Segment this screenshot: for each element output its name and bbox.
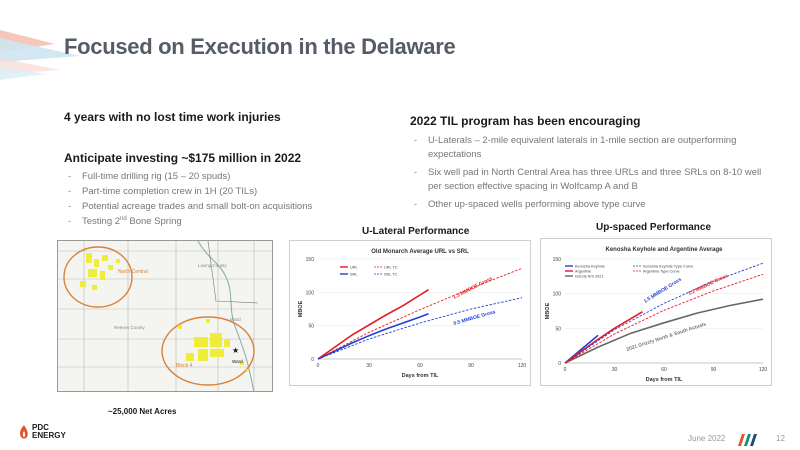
upspaced-chart-svg: Kenosha Keyhole and Argentine Average 0 50…	[545, 247, 768, 383]
bullet-item: Six well pad in North Central Area has t…	[410, 166, 770, 194]
logo-line1: PDC	[32, 423, 49, 432]
x-tick-label: 0	[317, 363, 320, 369]
page-number: 12	[776, 434, 785, 443]
decorative-streaks	[0, 30, 80, 80]
annotation-label: 1.3 MMBOE Gross	[452, 276, 494, 301]
til-heading: 2022 TIL program has been encouraging	[410, 114, 641, 128]
x-tick-label: 120	[759, 367, 768, 373]
y-tick-label: 150	[553, 257, 562, 263]
x-tick-label: 90	[711, 367, 717, 373]
bullet-item: Full-time drilling rig (15 – 20 spuds)	[64, 170, 394, 184]
y-tick-label: 50	[555, 326, 561, 332]
y-tick-label: 100	[553, 292, 562, 298]
x-tick-label: 60	[661, 367, 667, 373]
investment-bullets: Full-time drilling rig (15 – 20 spuds) P…	[64, 170, 394, 229]
x-axis-label: Days from TIL	[402, 373, 439, 379]
ulateral-section-title: U-Lateral Performance	[362, 226, 470, 237]
chart-title: Old Monarch Average URL vs SRL	[371, 249, 469, 255]
annotation-label: 1.5 MMBOE Gross	[643, 277, 683, 305]
y-tick-label: 0	[558, 361, 561, 367]
map-graphic: North Central Block 4 Reeves County Lovi…	[58, 241, 272, 391]
map-label-ward-town: Ward	[232, 359, 243, 364]
flame-icon	[20, 425, 28, 439]
y-tick-label: 150	[306, 257, 315, 263]
bullet-item: U-Laterals – 2-mile equivalent laterals …	[410, 134, 770, 162]
legend-label: SRL TC	[384, 273, 398, 277]
company-logo: PDC ENERGY	[18, 424, 66, 440]
x-tick-label: 30	[612, 367, 618, 373]
x-tick-label: 120	[518, 363, 527, 369]
upspaced-section-title: Up-spaced Performance	[596, 222, 712, 233]
star-icon: ★	[232, 346, 239, 355]
bullet-item: Other up-spaced wells performing above t…	[410, 198, 770, 212]
ulateral-chart-svg: Old Monarch Average URL vs SRL 0 50 100 150 0…	[298, 249, 527, 379]
legend-label: SRL	[350, 273, 357, 277]
page-title: Focused on Execution in the Delaware	[64, 34, 456, 59]
legend-label: Kenosha Keyhole	[575, 265, 605, 269]
brand-bars-icon	[738, 434, 757, 446]
logo-line2: ENERGY	[32, 431, 66, 440]
map-caption: ~25,000 Net Acres	[108, 407, 177, 416]
bullet-item: Part-time completion crew in 1H (20 TILs…	[64, 185, 394, 199]
left-column: 4 years with no lost time work injuries …	[64, 110, 394, 230]
safety-heading: 4 years with no lost time work injuries	[64, 110, 281, 124]
legend-label: Grizzly N/S 2021	[575, 275, 604, 279]
series-line	[564, 273, 764, 364]
map-label-ward: Ward	[230, 317, 241, 322]
legend-label: Argentine Type Curve	[643, 270, 680, 274]
ulateral-chart: Old Monarch Average URL vs SRL 0 50 100 150 0…	[289, 240, 531, 386]
map-label-north-central: North Central	[118, 269, 148, 275]
legend-label: URL TC	[384, 266, 398, 270]
investment-heading: Anticipate investing ~$175 million in 20…	[64, 151, 302, 165]
legend-label: Argentine	[575, 270, 591, 274]
x-axis-label: Days from TIL	[646, 377, 683, 383]
logo-text: PDC ENERGY	[32, 424, 66, 440]
y-tick-label: 100	[306, 290, 315, 296]
superscript: nd	[120, 215, 127, 222]
chart-title: Kenosha Keyhole and Argentine Average	[605, 247, 723, 253]
bullet-item: Potential acreage trades and small bolt-…	[64, 200, 394, 214]
y-axis-label: MBOE	[298, 300, 304, 317]
footer-date: June 2022	[688, 434, 726, 443]
map-label-reeves: Reeves County	[114, 325, 146, 330]
upspaced-chart: Kenosha Keyhole and Argentine Average 0 50…	[540, 238, 772, 386]
bullet-item: Testing 2nd Bone Spring	[64, 215, 394, 229]
right-column: 2022 TIL program has been encouraging U-…	[410, 114, 770, 216]
x-tick-label: 60	[417, 363, 423, 369]
legend-label: Kenosha Keyhole Type Curve	[643, 265, 693, 269]
y-tick-label: 0	[311, 357, 314, 363]
x-tick-label: 30	[366, 363, 372, 369]
series-line	[564, 311, 643, 364]
series-line	[317, 289, 429, 360]
bullet-text: Testing 2	[82, 216, 121, 227]
bullet-text: Bone Spring	[126, 216, 182, 227]
til-bullets: U-Laterals – 2-mile equivalent laterals …	[410, 134, 770, 212]
series-line	[317, 297, 523, 360]
y-tick-label: 50	[308, 324, 314, 330]
acreage-map: North Central Block 4 Reeves County Lovi…	[57, 240, 273, 392]
map-label-block-4: Block 4	[176, 363, 193, 369]
series-line	[317, 312, 429, 360]
map-label-loving: Loving County	[198, 263, 228, 268]
x-tick-label: 90	[468, 363, 474, 369]
annotation-label: 1.2 MMBOE Gross	[687, 273, 729, 297]
series-line	[564, 298, 764, 364]
y-axis-label: MBOE	[545, 302, 551, 319]
series-line	[317, 267, 523, 360]
legend-label: URL	[350, 266, 358, 270]
x-tick-label: 0	[564, 367, 567, 373]
annotation-label: 2021 Grizzly North & South Actuals	[626, 321, 707, 353]
